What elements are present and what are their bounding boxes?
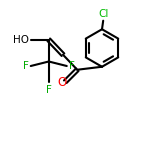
Text: F: F <box>23 61 29 71</box>
Text: O: O <box>57 76 67 89</box>
Text: F: F <box>69 61 74 71</box>
Text: Cl: Cl <box>98 9 108 19</box>
Text: HO: HO <box>13 35 29 45</box>
Text: F: F <box>46 85 52 95</box>
